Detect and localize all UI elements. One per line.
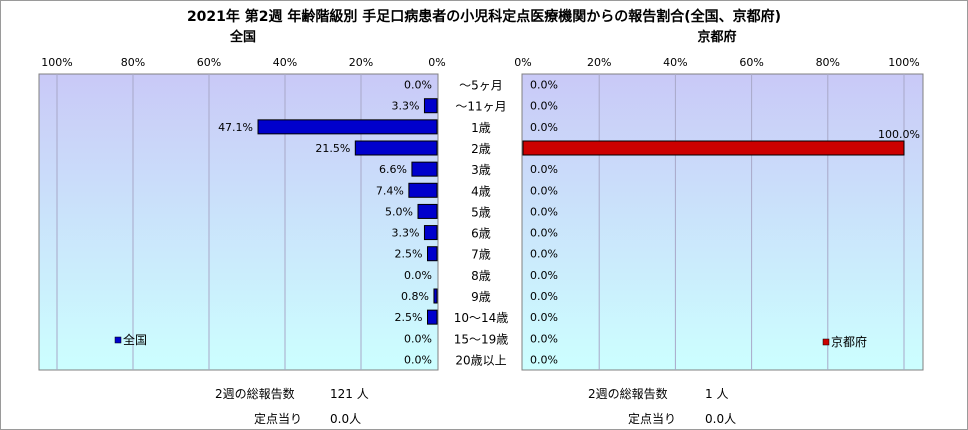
category-label: 3歳: [471, 163, 491, 177]
kyoto-per-site-label: 定点当り: [628, 412, 677, 426]
national-legend-label: 全国: [123, 332, 147, 347]
category-label: 10～14歳: [454, 311, 509, 325]
national-tick-label: 80%: [121, 56, 145, 69]
national-per-site-label: 定点当り: [254, 412, 303, 426]
national-tick-label: 60%: [197, 56, 221, 69]
national-value-label: 2.5%: [395, 248, 423, 261]
national-bar: [257, 119, 438, 135]
national-bar: [423, 98, 438, 114]
kyoto-value-label: 0.0%: [530, 248, 558, 261]
kyoto-value-label: 0.0%: [530, 163, 558, 176]
category-label: 20歳以上: [455, 353, 506, 367]
national-value-label: 0.0%: [404, 353, 432, 366]
national-tick-label: 0%: [428, 56, 445, 69]
kyoto-tick-label: 0%: [514, 56, 531, 69]
category-label: ～11ヶ月: [455, 100, 506, 114]
category-label: 2歳: [471, 142, 491, 156]
kyoto-value-label: 0.0%: [530, 311, 558, 324]
national-value-label: 2.5%: [395, 311, 423, 324]
kyoto-subtitle: 京都府: [697, 30, 737, 45]
category-label: 5歳: [471, 205, 491, 219]
national-subtitle: 全国: [229, 30, 256, 45]
national-bar: [411, 161, 438, 177]
national-value-label: 0.0%: [404, 79, 432, 92]
category-label: 8歳: [471, 269, 491, 283]
national-value-label: 0.0%: [404, 332, 432, 345]
national-value-label: 3.3%: [392, 100, 420, 113]
kyoto-value-label: 0.0%: [530, 79, 558, 92]
kyoto-tick-label: 100%: [888, 56, 919, 69]
national-value-label: 0.8%: [401, 290, 429, 303]
national-bar: [427, 246, 438, 262]
kyoto-value-label: 100.0%: [878, 128, 920, 141]
category-label: 4歳: [471, 184, 491, 198]
national-bar: [354, 140, 438, 156]
national-tick-label: 100%: [41, 56, 72, 69]
category-label: ～5ヶ月: [459, 79, 503, 93]
national-value-label: 21.5%: [315, 142, 350, 155]
category-label: 6歳: [471, 227, 491, 241]
kyoto-value-label: 0.0%: [530, 184, 558, 197]
kyoto-tick-label: 80%: [816, 56, 840, 69]
kyoto-value-label: 0.0%: [530, 353, 558, 366]
kyoto-value-label: 0.0%: [530, 121, 558, 134]
kyoto-plot-area: [521, 73, 924, 371]
national-bar: [417, 203, 438, 219]
chart-title: 2021年 第2週 年齢階級別 手足口病患者の小児科定点医療機関からの報告割合(…: [186, 9, 782, 25]
category-label: 7歳: [471, 248, 491, 262]
category-label: 15～19歳: [454, 332, 509, 346]
national-plot-area: [38, 73, 439, 371]
kyoto-legend-label: 京都府: [831, 334, 867, 349]
kyoto-value-label: 0.0%: [530, 332, 558, 345]
kyoto-value-label: 0.0%: [530, 205, 558, 218]
national-value-label: 3.3%: [392, 227, 420, 240]
kyoto-value-label: 0.0%: [530, 269, 558, 282]
kyoto-value-label: 0.0%: [530, 100, 558, 113]
kyoto-bar: [522, 140, 905, 156]
national-value-label: 47.1%: [218, 121, 253, 134]
national-per-site-value: 0.0人: [330, 412, 362, 426]
kyoto-total-reports-value: 1 人: [705, 387, 729, 401]
national-total-reports-label: 2週の総報告数: [215, 387, 295, 401]
national-legend-swatch: [114, 336, 122, 344]
national-bar: [423, 225, 438, 241]
category-label: 1歳: [471, 121, 491, 135]
national-value-label: 0.0%: [404, 269, 432, 282]
kyoto-value-label: 0.0%: [530, 290, 558, 303]
kyoto-total-reports-label: 2週の総報告数: [588, 387, 668, 401]
kyoto-tick-label: 20%: [587, 56, 611, 69]
national-bar: [427, 309, 438, 325]
national-value-label: 6.6%: [379, 163, 407, 176]
kyoto-value-label: 0.0%: [530, 227, 558, 240]
kyoto-per-site-value: 0.0人: [705, 412, 737, 426]
national-tick-label: 40%: [273, 56, 297, 69]
national-value-label: 5.0%: [385, 205, 413, 218]
national-value-label: 7.4%: [376, 184, 404, 197]
category-label: 9歳: [471, 290, 491, 304]
national-bar: [433, 288, 438, 304]
national-total-reports-value: 121 人: [330, 387, 369, 401]
national-bar: [408, 182, 438, 198]
kyoto-tick-label: 40%: [663, 56, 687, 69]
kyoto-legend-swatch: [822, 338, 830, 346]
kyoto-tick-label: 60%: [739, 56, 763, 69]
national-tick-label: 20%: [349, 56, 373, 69]
